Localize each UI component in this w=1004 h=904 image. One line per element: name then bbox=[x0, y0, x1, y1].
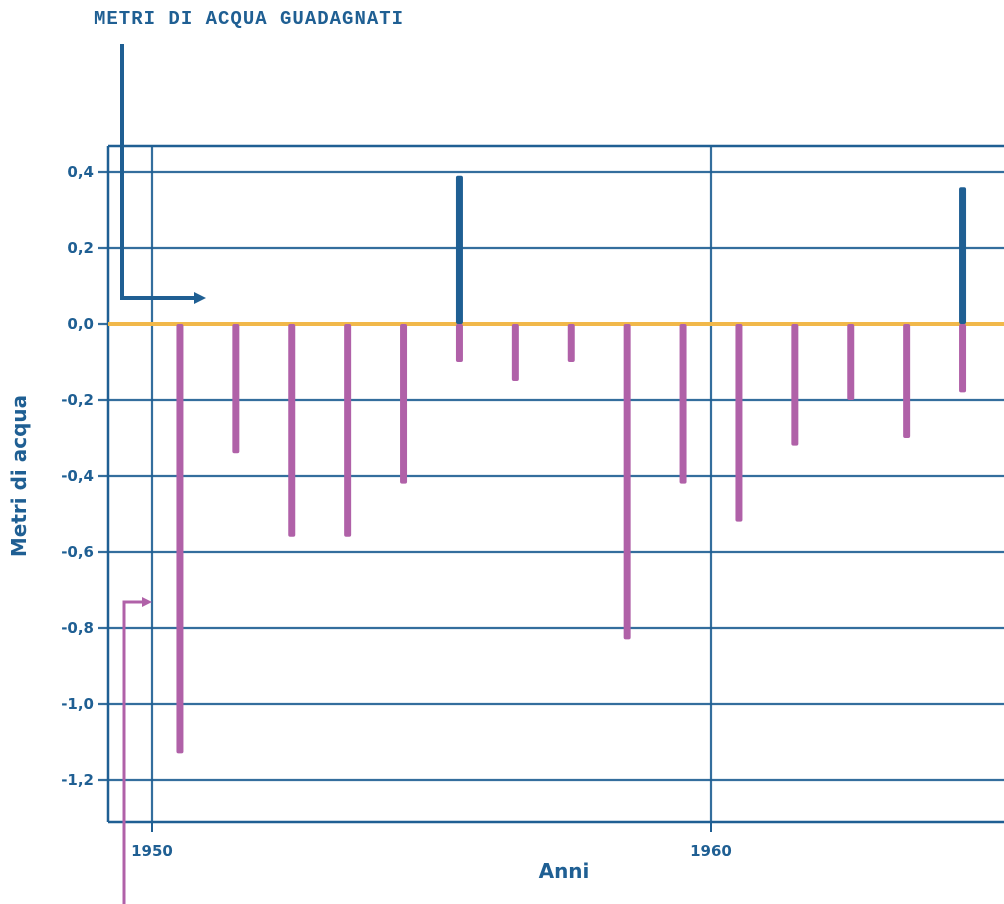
y-tick-label: -0,2 bbox=[61, 391, 94, 409]
grid bbox=[98, 144, 1004, 832]
loss-bar bbox=[400, 324, 408, 484]
gain-annotation-arrow bbox=[120, 44, 206, 304]
loss-bar bbox=[679, 324, 687, 484]
y-tick-label: -1,0 bbox=[61, 695, 94, 713]
y-tick-labels: 0,4 0,2 0,0 -0,2 -0,4 -0,6 -0,8 -1,0 -1,2 bbox=[61, 163, 94, 789]
y-tick-label: 0,4 bbox=[67, 163, 94, 181]
loss-bar bbox=[455, 324, 463, 362]
y-tick-label: -0,6 bbox=[61, 543, 94, 561]
loss-annotation-arrow bbox=[122, 597, 152, 904]
gain-bar bbox=[959, 187, 967, 324]
gain-series bbox=[455, 175, 967, 324]
loss-bar bbox=[232, 324, 240, 454]
y-tick-label: -1,2 bbox=[61, 771, 94, 789]
loss-bar bbox=[903, 324, 911, 438]
loss-bar bbox=[959, 324, 967, 393]
loss-bar bbox=[288, 324, 296, 537]
gain-bar bbox=[455, 175, 463, 324]
y-tick-label: -0,8 bbox=[61, 619, 94, 637]
loss-bar bbox=[623, 324, 631, 640]
y-axis-label: Metri di acqua bbox=[7, 395, 31, 557]
gained-water-label: METRI DI ACQUA GUADAGNATI bbox=[94, 8, 405, 30]
x-tick-labels: 19501960197019801990200020102020 bbox=[131, 842, 732, 860]
loss-series bbox=[176, 324, 967, 754]
loss-bar bbox=[791, 324, 799, 446]
loss-bar bbox=[344, 324, 352, 537]
y-tick-label: 0,2 bbox=[67, 239, 94, 257]
loss-bar bbox=[176, 324, 184, 754]
loss-bar bbox=[847, 324, 855, 400]
loss-bar bbox=[511, 324, 519, 381]
x-axis-label: Anni bbox=[539, 859, 590, 883]
x-tick-label: 1960 bbox=[690, 842, 732, 860]
x-tick-label: 1950 bbox=[131, 842, 173, 860]
y-tick-label: 0,0 bbox=[67, 315, 94, 333]
loss-bar bbox=[735, 324, 743, 522]
y-tick-label: -0,4 bbox=[61, 467, 94, 485]
loss-bar bbox=[567, 324, 575, 362]
